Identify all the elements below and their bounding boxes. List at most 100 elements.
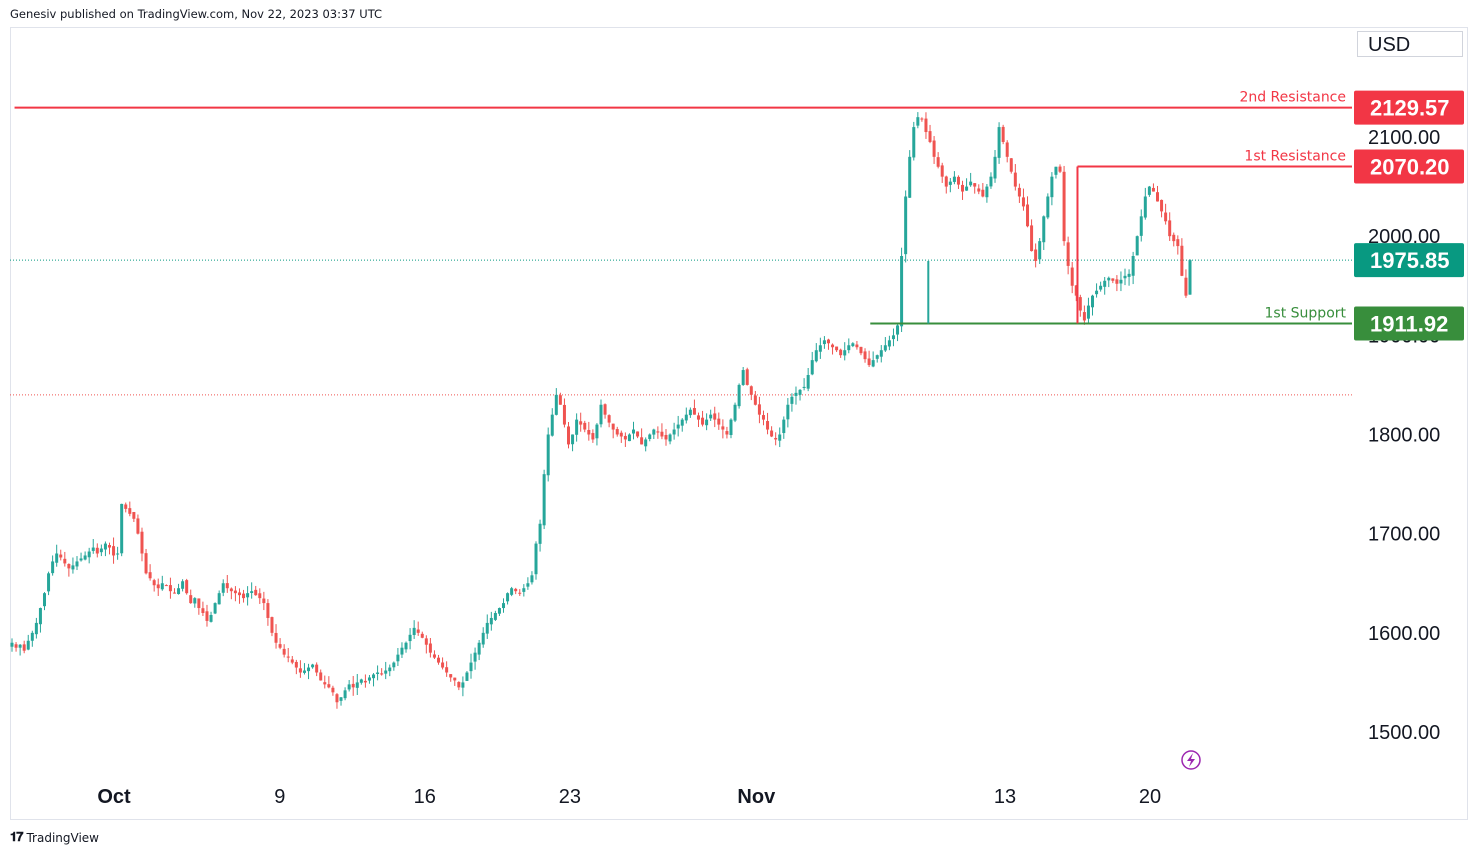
candle-body[interactable]: [1168, 220, 1172, 237]
candle-body[interactable]: [416, 629, 420, 633]
candle-body[interactable]: [737, 384, 741, 407]
candle-body[interactable]: [814, 350, 818, 362]
candle-body[interactable]: [794, 392, 798, 396]
candle-body[interactable]: [246, 593, 250, 598]
candle-body[interactable]: [636, 431, 640, 437]
candle-body[interactable]: [778, 434, 782, 441]
candle-body[interactable]: [380, 673, 384, 675]
candle-body[interactable]: [266, 603, 270, 618]
candle-body[interactable]: [481, 632, 485, 645]
candle-body[interactable]: [302, 670, 306, 673]
candle-body[interactable]: [91, 547, 95, 551]
candle-body[interactable]: [1188, 260, 1192, 295]
candle-body[interactable]: [1099, 285, 1103, 290]
candle-body[interactable]: [510, 588, 514, 595]
candle-body[interactable]: [664, 434, 668, 440]
candle-body[interactable]: [936, 157, 940, 167]
candle-body[interactable]: [1095, 290, 1099, 295]
candle-body[interactable]: [286, 656, 290, 658]
candle-body[interactable]: [185, 580, 189, 594]
candle-body[interactable]: [493, 613, 497, 620]
candle-body[interactable]: [948, 181, 952, 185]
candle-body[interactable]: [205, 611, 209, 621]
candle-body[interactable]: [351, 683, 355, 688]
candle-body[interactable]: [692, 408, 696, 415]
candle-body[interactable]: [977, 188, 981, 192]
candle-body[interactable]: [1066, 242, 1070, 266]
candle-body[interactable]: [193, 598, 197, 604]
candle-body[interactable]: [347, 684, 351, 690]
candle-body[interactable]: [177, 588, 181, 595]
candle-body[interactable]: [1131, 256, 1135, 276]
candle-body[interactable]: [944, 176, 948, 187]
candle-body[interactable]: [599, 404, 603, 425]
candle-body[interactable]: [87, 551, 91, 558]
candle-body[interactable]: [985, 186, 989, 198]
candle-body[interactable]: [652, 429, 656, 435]
candle-body[interactable]: [575, 419, 579, 435]
candle-body[interactable]: [1176, 239, 1180, 247]
candle-body[interactable]: [900, 256, 904, 327]
candle-body[interactable]: [757, 404, 761, 415]
candle-body[interactable]: [290, 659, 294, 663]
candle-body[interactable]: [55, 553, 59, 563]
candle-body[interactable]: [1017, 187, 1021, 197]
candle-body[interactable]: [595, 424, 599, 439]
candle-body[interactable]: [10, 642, 14, 647]
candle-body[interactable]: [1164, 212, 1168, 222]
candle-body[interactable]: [75, 561, 79, 567]
candle-body[interactable]: [1046, 196, 1050, 218]
candle-body[interactable]: [672, 429, 676, 435]
candle-body[interactable]: [554, 394, 558, 415]
candle-body[interactable]: [1082, 312, 1086, 321]
candle-body[interactable]: [871, 360, 875, 367]
candle-body[interactable]: [981, 189, 985, 197]
candle-body[interactable]: [603, 404, 607, 415]
candle-body[interactable]: [95, 547, 99, 554]
candle-body[interactable]: [965, 186, 969, 191]
candle-body[interactable]: [1135, 236, 1139, 256]
candle-body[interactable]: [733, 404, 737, 421]
candle-body[interactable]: [859, 346, 863, 354]
candle-body[interactable]: [989, 176, 993, 187]
candle-body[interactable]: [826, 339, 830, 344]
candle-body[interactable]: [790, 396, 794, 404]
candle-body[interactable]: [384, 670, 388, 674]
candle-body[interactable]: [148, 572, 152, 579]
currency-selector[interactable]: USD: [1357, 31, 1463, 57]
candle-body[interactable]: [485, 622, 489, 634]
candle-body[interactable]: [221, 583, 225, 593]
candle-body[interactable]: [172, 592, 176, 594]
candle-body[interactable]: [428, 643, 432, 653]
candle-body[interactable]: [705, 419, 709, 426]
candle-body[interactable]: [315, 664, 319, 673]
candle-body[interactable]: [607, 415, 611, 423]
candle-body[interactable]: [140, 531, 144, 554]
candle-body[interactable]: [457, 682, 461, 688]
candle-body[interactable]: [128, 508, 132, 514]
candle-body[interactable]: [164, 585, 168, 587]
candle-body[interactable]: [441, 662, 445, 668]
candle-body[interactable]: [802, 386, 806, 388]
candle-body[interactable]: [774, 437, 778, 440]
candle-body[interactable]: [973, 183, 977, 187]
candle-body[interactable]: [904, 196, 908, 255]
candle-body[interactable]: [497, 608, 501, 614]
candle-body[interactable]: [753, 395, 757, 405]
candle-body[interactable]: [1050, 176, 1054, 198]
candle-body[interactable]: [713, 413, 717, 420]
candle-body[interactable]: [181, 581, 185, 589]
candle-body[interactable]: [879, 350, 883, 357]
candle-body[interactable]: [538, 523, 542, 544]
candle-body[interactable]: [1086, 305, 1090, 319]
candle-body[interactable]: [1042, 216, 1046, 243]
candle-body[interactable]: [59, 554, 63, 558]
candle-body[interactable]: [1107, 277, 1111, 281]
candle-body[interactable]: [339, 697, 343, 701]
candle-body[interactable]: [437, 657, 441, 663]
candle-body[interactable]: [449, 674, 453, 678]
candle-body[interactable]: [1030, 225, 1034, 252]
candle-body[interactable]: [270, 617, 274, 633]
candle-body[interactable]: [835, 346, 839, 351]
candle-body[interactable]: [997, 127, 1001, 158]
